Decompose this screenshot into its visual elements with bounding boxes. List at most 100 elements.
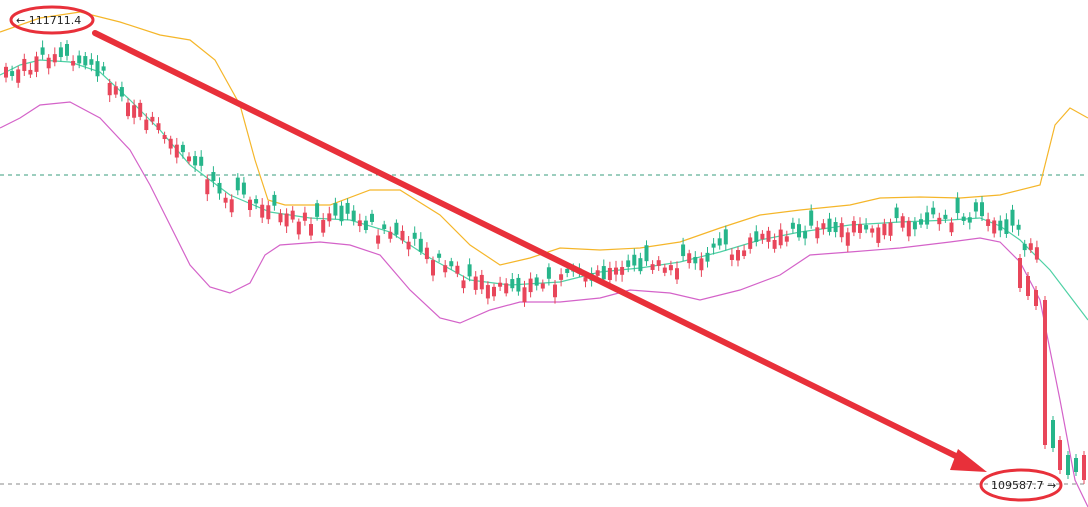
candle-body <box>815 227 820 239</box>
candle-body <box>925 212 930 225</box>
candle-body <box>89 59 94 65</box>
bollinger-upper-band <box>0 11 1088 266</box>
candle-body <box>284 213 289 227</box>
candle-body <box>1034 290 1038 306</box>
candle-body <box>351 210 356 221</box>
candle-body <box>729 254 734 260</box>
candle-body <box>296 221 301 235</box>
candle-body <box>199 156 204 166</box>
candle-body <box>546 267 551 279</box>
candle-body <box>717 238 722 246</box>
candle-body <box>553 284 557 298</box>
candle-body <box>345 202 350 214</box>
candle-body <box>394 222 399 235</box>
candle-body <box>607 267 612 281</box>
candle-body <box>156 123 161 131</box>
candle-body <box>113 86 118 95</box>
candle-body <box>400 230 405 241</box>
candle-body <box>290 210 295 220</box>
candle-body <box>833 222 838 233</box>
candle-body <box>187 156 191 162</box>
candle-body <box>229 199 234 213</box>
candle-body <box>937 217 942 225</box>
candle-body <box>1082 455 1086 480</box>
candle-body <box>644 245 649 262</box>
candle-body <box>510 279 515 289</box>
candle-body <box>278 213 283 223</box>
candle-body <box>168 138 173 149</box>
candle-body <box>107 82 112 96</box>
candle-body <box>980 202 984 217</box>
candle-body <box>1022 243 1027 251</box>
candle-body <box>58 47 63 58</box>
candle-body <box>211 172 216 182</box>
candle-body <box>803 231 808 239</box>
candle-body <box>437 253 442 258</box>
candle-body <box>919 219 923 225</box>
candle-body <box>309 224 313 236</box>
candle-body <box>516 277 521 292</box>
candle-body <box>821 223 826 230</box>
candle-body <box>504 283 509 294</box>
candle-body <box>376 235 381 244</box>
candle-body <box>235 177 240 191</box>
candle-body <box>967 217 972 223</box>
candle-body <box>656 260 661 266</box>
candle-body <box>668 265 673 271</box>
candle-body <box>839 223 844 238</box>
candle-body <box>40 47 45 55</box>
candle-body <box>46 57 51 69</box>
candle-body <box>119 87 124 97</box>
candle-body <box>870 228 875 233</box>
candle-body <box>534 277 539 286</box>
candle-body <box>144 119 149 131</box>
candle-body <box>217 182 222 194</box>
candle-body <box>540 283 545 289</box>
candle-body <box>327 213 332 222</box>
candle-body <box>1028 243 1033 250</box>
high-price-label: ← 111711.4 <box>16 14 81 27</box>
candle-body <box>321 219 326 233</box>
candle-body <box>851 220 856 233</box>
candle-body <box>809 210 814 226</box>
candle-body <box>382 224 387 230</box>
candle-body <box>742 250 747 257</box>
high-price-highlight-ring <box>9 5 95 35</box>
candle-body <box>754 231 759 242</box>
candle-body <box>845 232 850 246</box>
candle-body <box>150 116 155 122</box>
candle-body <box>241 182 246 195</box>
candle-body <box>16 69 21 83</box>
candles-group <box>4 40 1086 484</box>
candle-body <box>492 286 496 297</box>
candle-body <box>22 58 27 72</box>
candle-body <box>882 223 887 236</box>
candle-body <box>973 202 978 212</box>
candle-body <box>760 233 765 240</box>
candle-body <box>906 220 911 237</box>
candle-body <box>894 207 899 219</box>
candle-body <box>790 222 795 229</box>
candle-body <box>900 216 905 228</box>
candle-body <box>193 156 198 166</box>
candle-body <box>632 254 637 266</box>
candle-body <box>424 247 429 260</box>
candle-body <box>254 199 259 204</box>
candle-body <box>626 260 631 267</box>
candle-body <box>473 276 478 290</box>
candle-body <box>485 285 490 299</box>
candle-body <box>498 282 503 287</box>
candle-body <box>595 270 600 276</box>
candle-body <box>357 220 362 227</box>
candle-body <box>992 220 997 234</box>
candle-body <box>412 232 417 239</box>
candle-body <box>705 252 710 262</box>
candle-body <box>748 237 753 249</box>
candle-body <box>797 224 801 238</box>
candle-body <box>681 244 686 257</box>
candle-body <box>315 203 320 217</box>
candle-body <box>370 213 374 222</box>
candle-body <box>260 204 265 218</box>
low-price-label: 109587.7 → <box>991 479 1056 492</box>
candle-body <box>406 241 411 250</box>
